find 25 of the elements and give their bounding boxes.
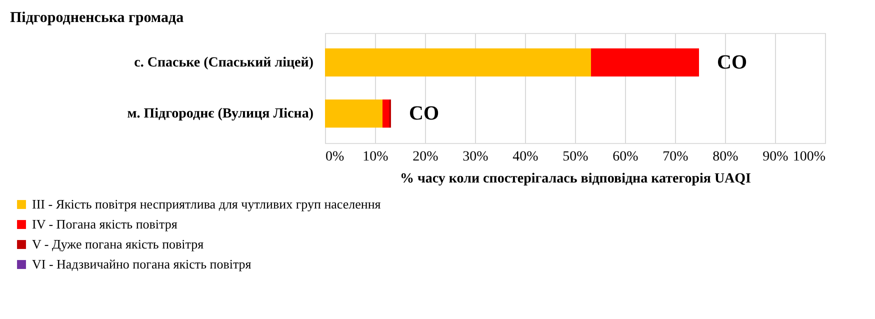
- x-axis-title: % часу коли спостерігалась відповідна категорія UAQI: [400, 172, 752, 186]
- bar: [325, 100, 382, 128]
- bar: [382, 100, 389, 128]
- bar: [591, 48, 699, 76]
- x-tick-label: 100%: [792, 150, 826, 164]
- x-tick-label: 20%: [412, 150, 439, 164]
- legend-label: III - Якість повітря несприятлива для чутливих груп населення: [32, 196, 381, 212]
- x-tick-label: 0%: [326, 150, 344, 164]
- y-tick-label: м. Підгороднє (Вулиця Лісна): [127, 106, 314, 122]
- x-tick-label: 40%: [512, 150, 539, 164]
- y-tick-label: с. Спаське (Спаський ліцей): [134, 55, 314, 70]
- x-tick-label: 50%: [562, 150, 589, 164]
- annotation: CO: [717, 51, 747, 74]
- x-tick-label: 30%: [462, 150, 489, 164]
- x-tick-label: 80%: [712, 150, 739, 164]
- bar: [325, 48, 591, 76]
- legend-label: V - Дуже погана якість повітря: [32, 236, 204, 252]
- x-tick-label: 70%: [662, 150, 689, 164]
- annotation: CO: [409, 102, 439, 125]
- legend-label: VI - Надзвичайно погана якість повітря: [32, 256, 252, 272]
- text: Підгородненська громада: [10, 10, 184, 26]
- x-tick-label: 90%: [762, 150, 789, 164]
- legend-label: IV - Погана якість повітря: [32, 216, 178, 232]
- x-tick-label: 10%: [362, 150, 389, 164]
- x-tick-label: 60%: [612, 150, 639, 164]
